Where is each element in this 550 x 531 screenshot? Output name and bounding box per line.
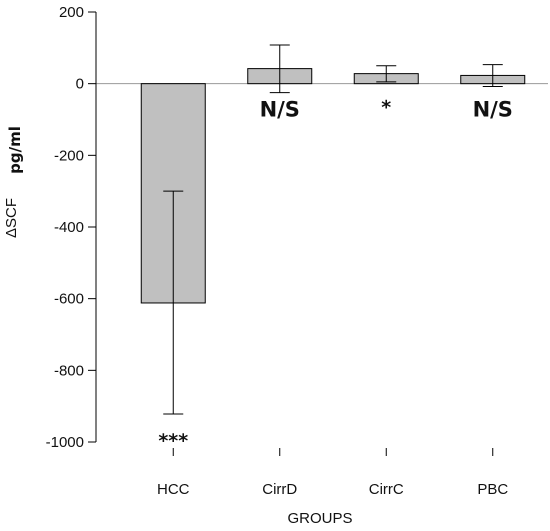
y-tick-label: -600 xyxy=(54,291,84,308)
significance-label: * xyxy=(381,97,391,119)
significance-label: *** xyxy=(158,430,188,452)
x-axis: HCC CirrD CirrC PBC xyxy=(157,448,508,498)
y-tick-label: 0 xyxy=(76,76,84,93)
x-axis-label: GROUPS xyxy=(287,510,352,527)
y-axis-label: ΔSCF xyxy=(3,198,20,238)
significance-label: N/S xyxy=(260,98,300,122)
y-axis-unit-label: pg/ml xyxy=(6,126,24,174)
y-tick-label: -1000 xyxy=(46,434,84,451)
x-tick-label-pbc: PBC xyxy=(477,481,508,498)
x-tick-label-hcc: HCC xyxy=(157,481,190,498)
y-tick-label: 200 xyxy=(59,4,84,21)
plot-area: *** N/S * N/S xyxy=(96,44,548,452)
y-tick-label: -400 xyxy=(54,219,84,236)
significance-label: N/S xyxy=(473,98,513,122)
y-tick-label: -200 xyxy=(54,147,84,164)
y-tick-label: -800 xyxy=(54,362,84,379)
x-tick-label-cirrc: CirrC xyxy=(369,481,404,498)
x-tick-label-cirrd: CirrD xyxy=(262,481,297,498)
y-axis: 200 0 -200 -400 -600 -800 -1000 xyxy=(46,4,97,451)
